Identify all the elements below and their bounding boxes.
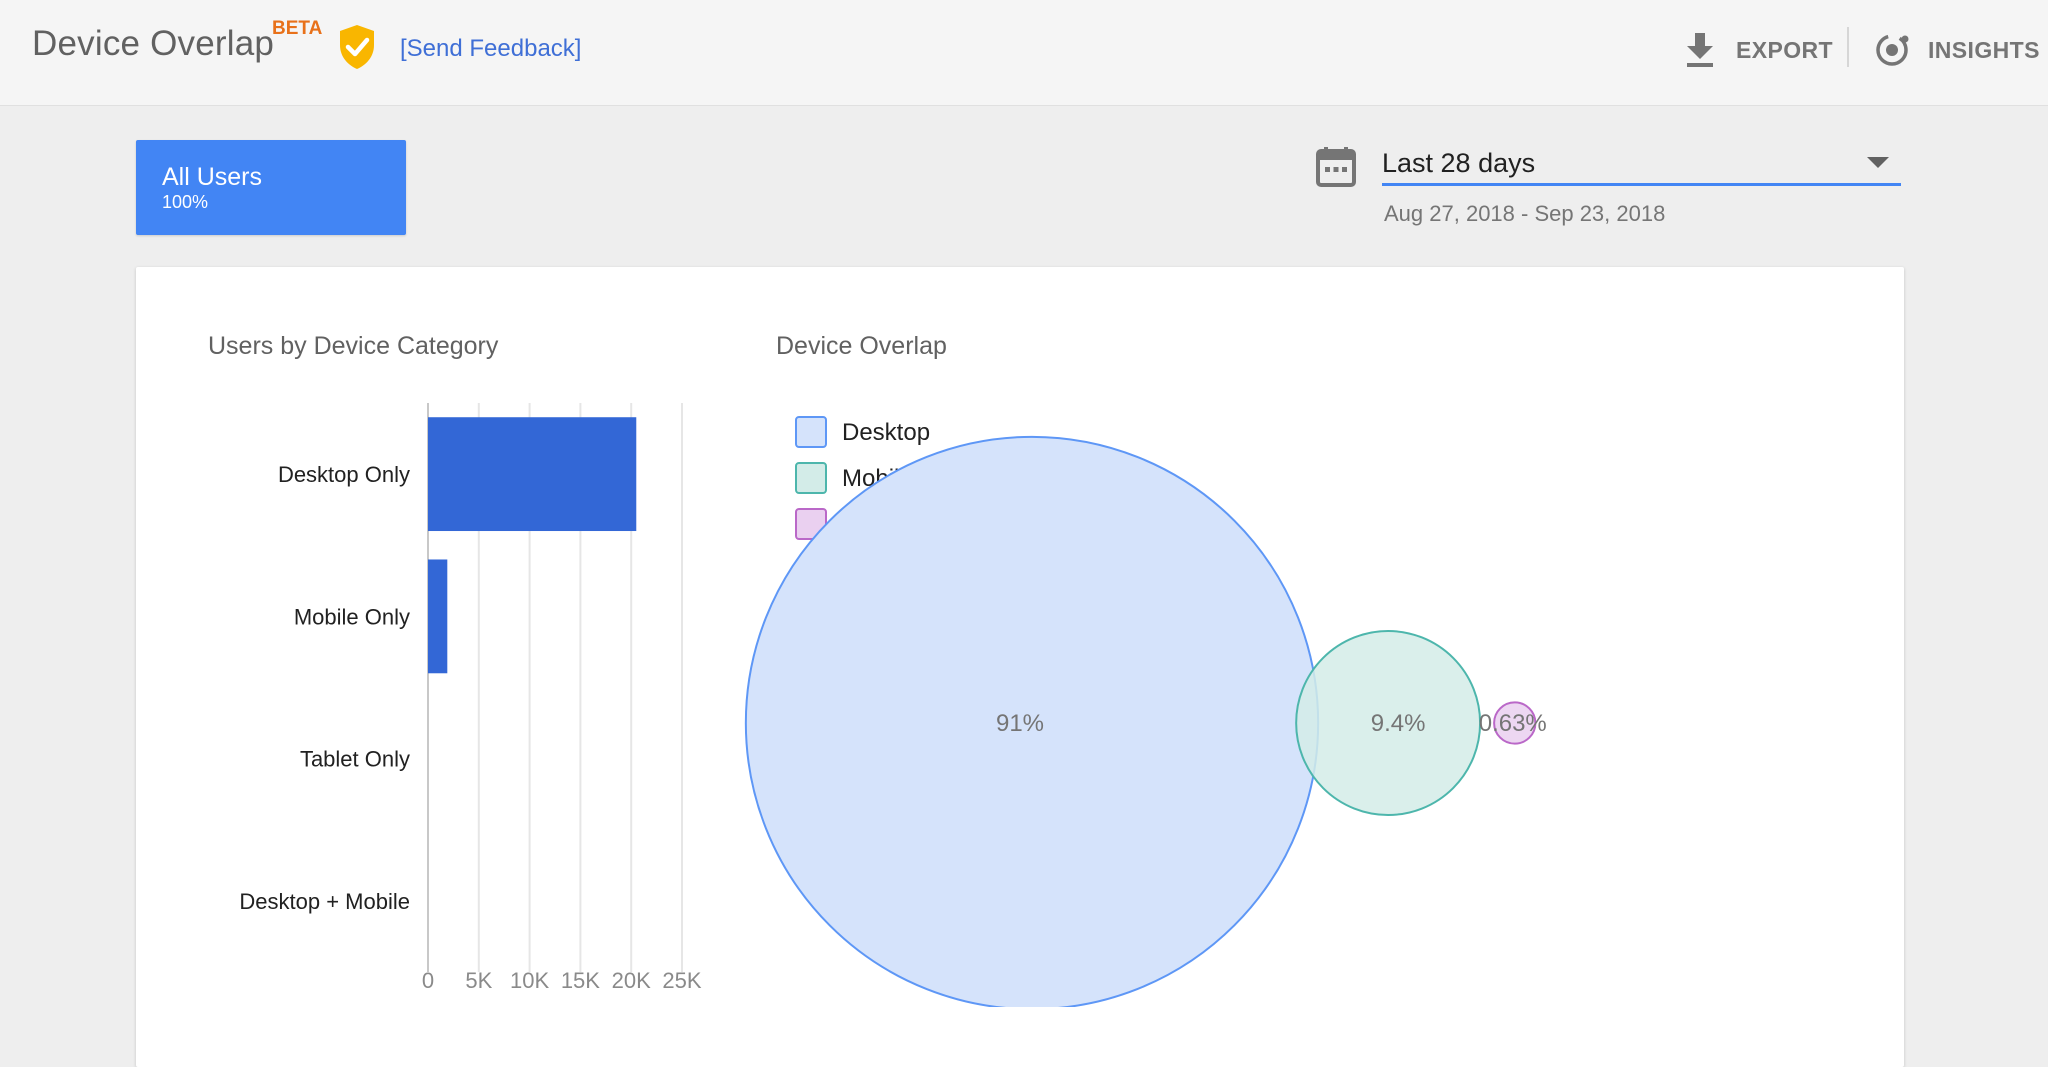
legend-swatch [795,462,827,494]
segment-percent: 100% [162,192,209,212]
page-title: Device Overlap [32,24,275,63]
venn-circle[interactable] [1493,701,1537,745]
x-tick-label: 5K [465,968,492,993]
x-tick-label: 20K [612,968,651,993]
date-range-select[interactable]: Last 28 days [1382,140,1901,186]
date-range-value: Last 28 days [1382,148,1536,178]
venn-circle[interactable] [1295,630,1482,816]
venn-value-label: 0.63% [1479,710,1547,737]
beta-badge: BETA [272,18,323,39]
segment-all-users[interactable]: All Users 100% [136,140,406,235]
export-button[interactable]: EXPORT [1682,28,1833,72]
insights-icon [1876,34,1909,66]
x-tick-label: 25K [662,968,701,993]
calendar-icon[interactable] [1314,145,1358,189]
category-label: Desktop + Mobile [239,889,410,914]
venn-chart-title: Device Overlap [776,332,947,360]
header-divider [1847,27,1849,67]
bar-chart-title: Users by Device Category [208,332,499,360]
category-label: Tablet Only [300,747,410,772]
category-label: Desktop Only [278,462,410,487]
caret-down-icon [1867,157,1889,168]
device-overlap-venn-chart: DesktopMobileTablet91%9.4%0.63% [744,416,1547,1007]
venn-value-label: 91% [996,710,1044,737]
insights-label: INSIGHTS [1928,36,2040,63]
report-card: Users by Device Category Device Overlap … [136,267,1904,1067]
top-bar: Device Overlap BETA [Send Feedback] EXPO… [0,0,2048,106]
venn-value-label: 9.4% [1371,710,1426,737]
send-feedback-link[interactable]: [Send Feedback] [400,35,582,62]
category-label: Mobile Only [294,604,410,629]
x-tick-label: 0 [422,968,434,993]
users-by-device-bar-chart: 0 5K 10K 15K 20K 25K Desktop Only Mobile Only Ta… [239,403,702,993]
legend-label: Desktop [842,419,930,446]
insights-button[interactable]: INSIGHTS [1872,28,2040,72]
download-icon [1687,33,1713,67]
bar[interactable] [428,417,637,532]
export-label: EXPORT [1736,36,1833,63]
bar[interactable] [428,559,448,674]
x-tick-label: 15K [561,968,600,993]
verified-shield-icon [340,25,374,69]
legend-swatch [795,416,827,448]
date-range-dates: Aug 27, 2018 - Sep 23, 2018 [1384,201,1666,226]
x-tick-label: 10K [510,968,549,993]
segment-name: All Users [162,163,263,191]
